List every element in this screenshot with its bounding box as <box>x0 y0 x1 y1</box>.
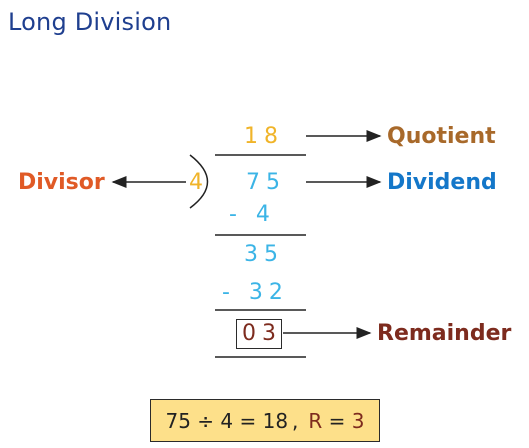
remainder-value: 03 <box>236 319 282 349</box>
summary-r-value: 3 <box>351 408 365 433</box>
divisor-label: Divisor <box>18 170 105 195</box>
step2-subtract: - 32 <box>222 280 289 305</box>
summary-box: 75 ÷ 4 = 18, R = 3 <box>150 399 380 442</box>
summary-r-label: R <box>308 408 323 433</box>
step1-subtract: - 4 <box>229 202 276 227</box>
remainder-label: Remainder <box>377 321 512 346</box>
quotient-value: 18 <box>244 124 284 149</box>
summary-equation: 75 ÷ 4 = 18 <box>165 408 289 433</box>
divisor-value: 4 <box>189 170 209 195</box>
dividend-label: Dividend <box>387 170 497 195</box>
summary-r-equals: = <box>322 408 352 433</box>
quotient-label: Quotient <box>387 124 496 149</box>
step2-value: 35 <box>244 242 284 267</box>
division-bracket <box>189 154 209 209</box>
summary-separator: , <box>292 408 299 433</box>
dividend-value: 75 <box>246 170 286 195</box>
page-title: Long Division <box>8 8 172 36</box>
